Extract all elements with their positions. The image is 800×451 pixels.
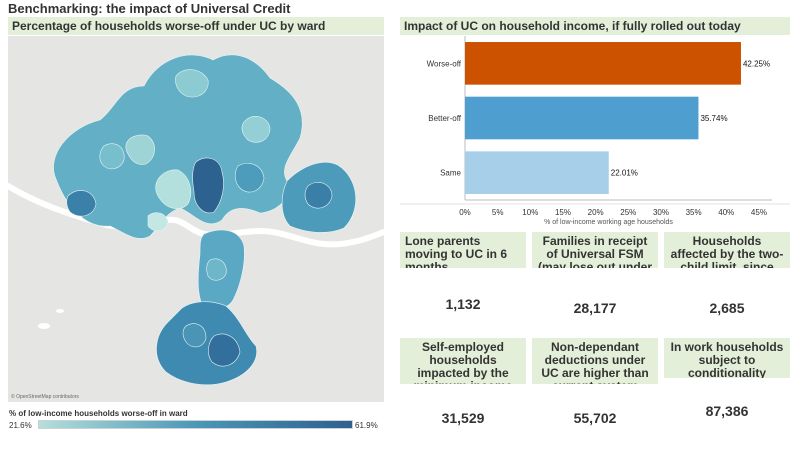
kpi-non-dependant-label: Non-dependant deductions under UC are hi…: [532, 338, 658, 384]
ward-mid: [182, 323, 207, 348]
ward-map[interactable]: © OpenStreetMap contributors: [8, 36, 384, 402]
ward-region-north: [53, 54, 303, 239]
legend-min-label: 21.6%: [9, 421, 32, 430]
ward-light: [175, 69, 209, 98]
bar-chart-canvas: Worse-off 42.25% Better-off 35.74% Same 22.01…: [400, 36, 790, 226]
category-label: Same: [440, 169, 461, 178]
bar-worse-off: [465, 42, 741, 85]
bar-same: [465, 151, 609, 194]
x-tick-label: 5%: [492, 208, 504, 217]
legend-color-ramp: [38, 420, 353, 429]
ward-dark: [66, 190, 97, 217]
kpi-self-employed-label: Self-employed households impacted by the…: [400, 338, 526, 384]
kpi-two-child-limit-value: 2,685: [709, 300, 745, 316]
kpi-two-child-limit-label: Households affected by the two-child lim…: [664, 232, 790, 268]
kpi-self-employed-value: 31,529: [441, 410, 485, 426]
x-tick-label: 15%: [555, 208, 571, 217]
ward-map-canvas: [8, 54, 384, 386]
kpi-in-work-value: 87,386: [705, 403, 749, 419]
x-tick-label: 45%: [751, 208, 767, 217]
pond: [38, 323, 50, 329]
impact-bar-chart: Worse-off 42.25% Better-off 35.74% Same 22.01…: [400, 34, 790, 226]
kpi-families-fsm-value: 28,177: [573, 300, 617, 316]
pond: [56, 309, 64, 313]
data-label: 22.01%: [611, 169, 638, 178]
ward-mid: [234, 163, 265, 193]
x-tick-label: 25%: [620, 208, 636, 217]
x-tick-label: 35%: [686, 208, 702, 217]
kpi-lone-parents-label: Lone parents moving to UC in 6 months: [400, 232, 526, 268]
ward-mid: [206, 258, 227, 281]
ward-dark: [208, 333, 241, 367]
ward-dark: [304, 182, 333, 209]
kpi-lone-parents-value: 1,132: [445, 296, 481, 312]
x-tick-label: 10%: [522, 208, 538, 217]
bar-better-off: [465, 96, 699, 140]
ward-light: [241, 116, 271, 143]
x-tick-label: 30%: [653, 208, 669, 217]
kpi-non-dependant-value: 55,702: [573, 410, 617, 426]
chart-header: Impact of UC on household income, if ful…: [400, 17, 790, 35]
ward-mid: [99, 143, 125, 170]
category-label: Worse-off: [427, 59, 462, 68]
ward-light: [147, 212, 169, 232]
data-label: 35.74%: [700, 114, 727, 123]
ward-light: [155, 169, 191, 209]
ward-dark: [192, 157, 224, 214]
map-attribution[interactable]: © OpenStreetMap contributors: [11, 394, 79, 400]
kpi-families-fsm-label: Families in receipt of Universal FSM (ma…: [532, 232, 658, 268]
page-title: Benchmarking: the impact of Universal Cr…: [8, 1, 291, 16]
ward-light: [125, 134, 155, 165]
map-header: Percentage of households worse-off under…: [8, 17, 384, 35]
x-axis-title: % of low-income working age households: [544, 219, 673, 226]
legend-max-label: 61.9%: [355, 421, 378, 430]
x-tick-label: 40%: [718, 208, 734, 217]
kpi-in-work-label: In work households subject to conditiona…: [664, 338, 790, 378]
legend-title: % of low-income households worse-off in …: [9, 409, 188, 418]
x-tick-label: 0%: [459, 208, 471, 217]
category-label: Better-off: [428, 114, 462, 123]
ward-region-south: [156, 301, 257, 386]
x-tick-label: 20%: [588, 208, 604, 217]
data-label: 42.25%: [743, 59, 770, 68]
